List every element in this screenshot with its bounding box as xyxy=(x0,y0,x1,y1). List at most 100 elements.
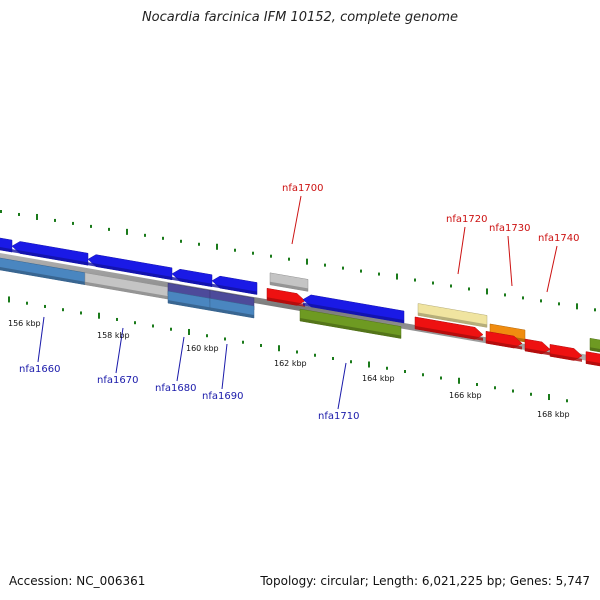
gene-feature xyxy=(209,298,255,319)
gene-labels: nfa1660 nfa1670 nfa1680 nfa1690 nfa1700 nfa17… xyxy=(19,183,579,422)
tick-mark xyxy=(332,356,334,360)
gene-shadow xyxy=(550,353,582,362)
tick-mark xyxy=(188,328,190,335)
gene-feature xyxy=(302,294,405,324)
outer-tick-ring xyxy=(0,210,596,312)
label-leader-line xyxy=(37,316,45,363)
gene-shadow xyxy=(486,340,522,350)
genome-summary-text: Topology: circular; Length: 6,021,225 bp… xyxy=(260,574,590,588)
gene-label: nfa1730 xyxy=(489,223,530,234)
tick-mark xyxy=(242,340,244,344)
gene-shadow xyxy=(267,297,305,307)
label-leader-line xyxy=(176,336,185,382)
gene-shadow xyxy=(415,325,483,341)
label-leader-line xyxy=(457,226,466,275)
kbp-label: 156 kbp xyxy=(8,319,41,328)
gene-feature xyxy=(299,308,402,339)
gene-label: nfa1710 xyxy=(318,411,359,422)
kbp-label: 166 kbp xyxy=(449,391,482,400)
tick-mark xyxy=(512,389,514,393)
gene-feature xyxy=(266,287,306,307)
tick-mark xyxy=(116,317,118,321)
tick-mark xyxy=(404,370,406,374)
tick-mark xyxy=(36,213,38,220)
kbp-labels: 156 kbp 158 kbp 160 kbp 162 kbp 164 kbp 166 k… xyxy=(8,319,570,419)
gene-shadow xyxy=(85,281,168,300)
tick-mark xyxy=(0,210,2,213)
label-leader-line xyxy=(221,343,228,390)
label-leaders xyxy=(37,195,558,410)
gene-feature xyxy=(589,337,600,353)
tick-mark xyxy=(134,321,136,325)
tick-mark xyxy=(476,383,478,387)
tick-mark xyxy=(306,258,308,265)
tick-mark xyxy=(558,302,560,306)
tick-mark xyxy=(90,224,92,228)
tick-mark xyxy=(8,296,10,303)
tick-mark xyxy=(126,228,128,235)
tick-mark xyxy=(548,394,550,401)
gene-shadow xyxy=(303,302,404,324)
tick-mark xyxy=(360,269,362,273)
kbp-label: 168 kbp xyxy=(537,410,570,419)
backbone xyxy=(0,253,600,363)
tick-mark xyxy=(504,293,506,297)
gene-feature xyxy=(414,316,484,341)
tick-mark xyxy=(494,386,496,390)
gene-feature xyxy=(211,275,258,295)
gene-feature xyxy=(417,303,488,328)
gene-shadow xyxy=(88,262,172,280)
accession-text: Accession: NC_006361 xyxy=(9,574,146,588)
gene-feature xyxy=(269,272,309,292)
tick-mark xyxy=(296,350,298,354)
tick-mark xyxy=(396,273,398,280)
gene-shadow xyxy=(212,283,257,295)
kbp-label: 162 kbp xyxy=(274,359,307,368)
tick-mark xyxy=(576,303,578,310)
tick-mark xyxy=(180,239,182,243)
tick-mark xyxy=(62,308,64,312)
kbp-label: 164 kbp xyxy=(362,374,395,383)
tick-mark xyxy=(540,299,542,303)
gene-feature xyxy=(485,330,523,350)
tick-mark xyxy=(206,334,208,338)
gene-feature xyxy=(524,338,551,356)
tick-mark xyxy=(98,312,100,319)
gene-label: nfa1680 xyxy=(155,383,196,394)
tick-mark xyxy=(368,361,370,368)
tick-mark xyxy=(260,343,262,347)
kbp-label: 160 kbp xyxy=(186,344,219,353)
tick-mark xyxy=(18,212,20,216)
tick-mark xyxy=(234,248,236,252)
gene-label: nfa1690 xyxy=(202,391,243,402)
gene-shadow xyxy=(270,281,308,292)
tick-mark xyxy=(224,337,226,341)
tick-mark xyxy=(422,373,424,377)
gene-shadow xyxy=(525,348,550,356)
tick-mark xyxy=(458,377,460,384)
tick-mark xyxy=(72,221,74,225)
tick-mark xyxy=(314,353,316,357)
tick-mark xyxy=(44,304,46,308)
tick-mark xyxy=(198,242,200,246)
gene-shadow xyxy=(418,312,487,328)
tick-mark xyxy=(108,227,110,231)
tick-mark xyxy=(450,284,452,288)
tick-mark xyxy=(270,254,272,258)
inner-tick-ring xyxy=(8,296,568,403)
gene-shadow xyxy=(586,360,600,367)
tick-mark xyxy=(324,263,326,267)
label-leader-line xyxy=(115,327,124,374)
tick-mark xyxy=(152,324,154,328)
tick-mark xyxy=(170,327,172,331)
tick-mark xyxy=(414,278,416,282)
gene-shadow xyxy=(0,266,85,285)
gene-feature xyxy=(585,351,600,367)
gene-features xyxy=(0,237,600,367)
tick-mark xyxy=(468,287,470,291)
gene-shadow xyxy=(300,318,401,339)
tick-mark xyxy=(566,399,568,403)
gene-shadow xyxy=(210,307,254,319)
gene-label: nfa1740 xyxy=(538,233,579,244)
